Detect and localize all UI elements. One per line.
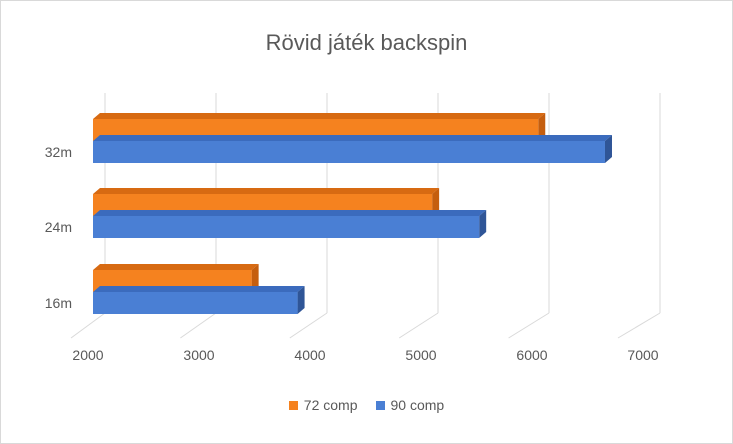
bar-90-comp-16m-side <box>297 286 305 314</box>
gridline-floor-7000 <box>617 312 661 339</box>
bar-90-comp-16m-top <box>93 286 305 292</box>
bar-72-comp-32m-top <box>93 113 546 119</box>
legend-swatch-90-comp <box>375 400 385 410</box>
bar-90-comp-32m <box>93 141 605 163</box>
bar-90-comp-24m-top <box>93 210 487 216</box>
bar-90-comp-32m-side <box>604 135 612 163</box>
x-tick-label-7000: 7000 <box>627 347 658 363</box>
gridline-floor-2000 <box>70 312 106 339</box>
y-tick-label-16m: 16m <box>45 295 72 311</box>
bar-90-comp-24m <box>93 216 480 238</box>
legend-swatch-72-comp <box>288 400 298 410</box>
bar-72-comp-24m-side <box>432 188 440 216</box>
x-tick-label-6000: 6000 <box>516 347 547 363</box>
chart-title: Rövid játék backspin <box>265 30 468 55</box>
bar-90-comp-24m-side <box>479 210 487 238</box>
x-tick-label-3000: 3000 <box>183 347 214 363</box>
bar-72-comp-24m-top <box>93 188 440 194</box>
x-tick-label-4000: 4000 <box>294 347 325 363</box>
bar-90-comp-16m <box>93 292 298 314</box>
gridline-floor-6000 <box>508 312 550 339</box>
bar-72-comp-16m-top <box>93 264 259 270</box>
legend-item-90-comp: 90 comp <box>375 397 445 413</box>
bar-90-comp-32m-top <box>93 135 612 141</box>
legend-label-72-comp: 72 comp <box>303 397 358 413</box>
bar-72-comp-32m-side <box>538 113 546 141</box>
gridline-floor-3000 <box>180 312 217 339</box>
y-tick-label-24m: 24m <box>45 219 72 235</box>
x-tick-label-2000: 2000 <box>72 347 103 363</box>
legend-item-72-comp: 72 comp <box>288 397 358 413</box>
gridline-floor-4000 <box>289 312 328 339</box>
legend: 72 comp 90 comp <box>0 397 733 413</box>
legend-label-90-comp: 90 comp <box>390 397 445 413</box>
gridline-floor-5000 <box>398 312 439 339</box>
bar-72-comp-16m-side <box>251 264 259 292</box>
x-tick-label-5000: 5000 <box>405 347 436 363</box>
y-tick-label-32m: 32m <box>45 144 72 160</box>
